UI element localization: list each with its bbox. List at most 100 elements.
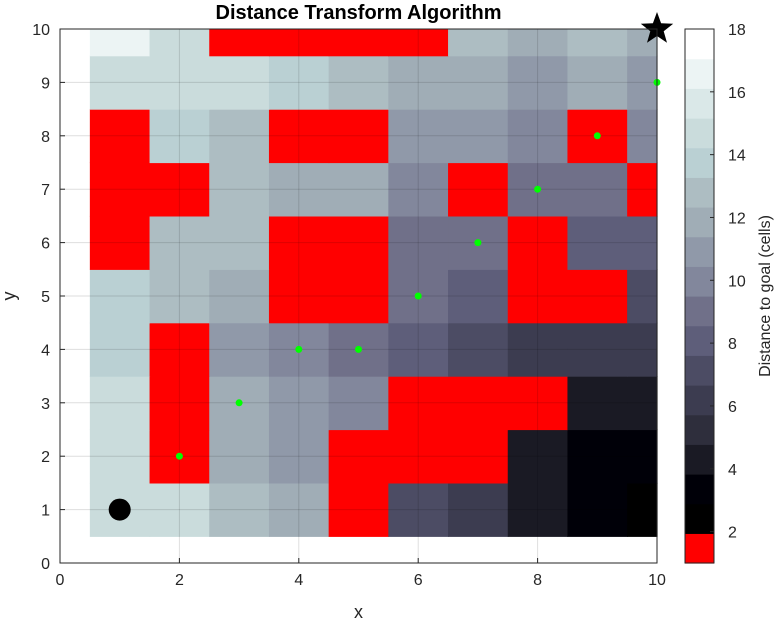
heatmap-cell bbox=[567, 29, 628, 57]
x-tick-label: 4 bbox=[294, 572, 303, 589]
heatmap-cell bbox=[209, 269, 270, 324]
heatmap-cell bbox=[89, 162, 151, 217]
heatmap-cell bbox=[507, 322, 569, 377]
x-tick-label: 6 bbox=[414, 572, 423, 589]
heatmap-cell bbox=[448, 269, 509, 324]
heatmap-cell bbox=[567, 215, 628, 270]
heatmap-cell bbox=[209, 482, 270, 537]
heatmap-cell bbox=[627, 162, 658, 217]
heatmap-cell bbox=[268, 215, 330, 270]
colorbar-tick-label: 10 bbox=[728, 273, 746, 290]
path-point bbox=[175, 452, 183, 460]
heatmap-cell bbox=[328, 55, 389, 110]
heatmap-cell bbox=[567, 376, 628, 431]
heatmap-cell bbox=[89, 215, 151, 270]
heatmap-cell bbox=[149, 376, 210, 431]
colorbar-tick-label: 2 bbox=[728, 525, 737, 542]
heatmap-cell bbox=[627, 215, 658, 270]
heatmap-cell bbox=[507, 429, 569, 484]
colorbar-label: Distance to goal (cells) bbox=[757, 215, 774, 377]
heatmap-cells bbox=[89, 29, 658, 537]
colorbar-segment bbox=[685, 118, 714, 149]
heatmap-cell bbox=[388, 109, 449, 164]
heatmap-cell bbox=[388, 482, 449, 537]
x-tick-label: 8 bbox=[533, 572, 542, 589]
heatmap-cell bbox=[388, 29, 449, 57]
heatmap-cell bbox=[388, 162, 449, 217]
heatmap-cell bbox=[507, 109, 569, 164]
heatmap-cell bbox=[567, 482, 628, 537]
path-point bbox=[593, 132, 601, 140]
path-point bbox=[295, 345, 303, 353]
colorbar-segment bbox=[685, 414, 714, 445]
heatmap-cell bbox=[388, 215, 449, 270]
heatmap-cell bbox=[627, 429, 658, 484]
heatmap-cell bbox=[567, 322, 628, 377]
colorbar-tick-label: 8 bbox=[728, 336, 737, 353]
heatmap-cell bbox=[627, 269, 658, 324]
heatmap-cell bbox=[89, 109, 151, 164]
y-axis-label: y bbox=[0, 292, 19, 301]
chart-title: Distance Transform Algorithm bbox=[216, 2, 502, 24]
y-tick-label: 4 bbox=[41, 342, 50, 359]
colorbar bbox=[684, 28, 715, 564]
colorbar-segment bbox=[685, 88, 714, 119]
heatmap-cell bbox=[268, 162, 330, 217]
colorbar-segment bbox=[685, 503, 714, 534]
colorbar-segment bbox=[685, 177, 714, 208]
heatmap-cell bbox=[627, 482, 658, 537]
heatmap-cell bbox=[448, 482, 509, 537]
heatmap-cell bbox=[328, 29, 389, 57]
heatmap-cell bbox=[268, 482, 330, 537]
goal-marker bbox=[640, 12, 674, 43]
heatmap-cell bbox=[89, 376, 151, 431]
heatmap-cell bbox=[328, 109, 389, 164]
heatmap-cell bbox=[328, 215, 389, 270]
heatmap-cell bbox=[448, 429, 509, 484]
colorbar-segment bbox=[685, 533, 714, 564]
heatmap-cell bbox=[149, 482, 210, 537]
y-tick-label: 0 bbox=[41, 556, 50, 573]
heatmap-cell bbox=[209, 29, 270, 57]
colorbar-frame bbox=[684, 28, 715, 564]
colorbar-segment bbox=[685, 296, 714, 327]
heatmap-cell bbox=[149, 55, 210, 110]
colorbar-segment bbox=[685, 207, 714, 238]
heatmap-cell bbox=[448, 162, 509, 217]
heatmap-cell bbox=[268, 29, 330, 57]
path-point bbox=[355, 345, 362, 353]
heatmap-cell bbox=[209, 109, 270, 164]
heatmap-cell bbox=[388, 55, 449, 110]
heatmap-cell bbox=[89, 269, 151, 324]
heatmap-cell bbox=[567, 162, 628, 217]
heatmap-cell bbox=[89, 29, 151, 57]
colorbar-segment bbox=[685, 385, 714, 416]
y-tick-label: 8 bbox=[41, 129, 50, 146]
heatmap-cell bbox=[209, 322, 270, 377]
heatmap-cell bbox=[328, 482, 389, 537]
colorbar-segment bbox=[685, 266, 714, 297]
heatmap-cell bbox=[149, 269, 210, 324]
start-goal-markers bbox=[108, 12, 674, 521]
y-tick-label: 5 bbox=[41, 289, 50, 306]
heatmap-cell bbox=[388, 376, 449, 431]
path-point bbox=[235, 399, 243, 407]
y-tick-label: 9 bbox=[41, 75, 50, 92]
heatmap-cell bbox=[268, 109, 330, 164]
y-tick-label: 2 bbox=[41, 449, 50, 466]
x-tick-label: 0 bbox=[56, 572, 65, 589]
y-tick-label: 10 bbox=[32, 22, 50, 39]
x-tick-label: 10 bbox=[648, 572, 666, 589]
heatmap-cell bbox=[209, 162, 270, 217]
heatmap-cell bbox=[507, 215, 569, 270]
heatmap-cell bbox=[627, 322, 658, 377]
y-tick-labels: 0 1 2 3 4 5 6 7 8 9 10 bbox=[32, 22, 65, 573]
heatmap-cell bbox=[507, 376, 569, 431]
colorbar-segment bbox=[685, 147, 714, 178]
heatmap-cell bbox=[149, 215, 210, 270]
heatmap-cell bbox=[448, 29, 509, 57]
y-tick-label: 1 bbox=[41, 503, 50, 520]
heatmap-cell bbox=[209, 429, 270, 484]
start-marker bbox=[108, 498, 131, 521]
